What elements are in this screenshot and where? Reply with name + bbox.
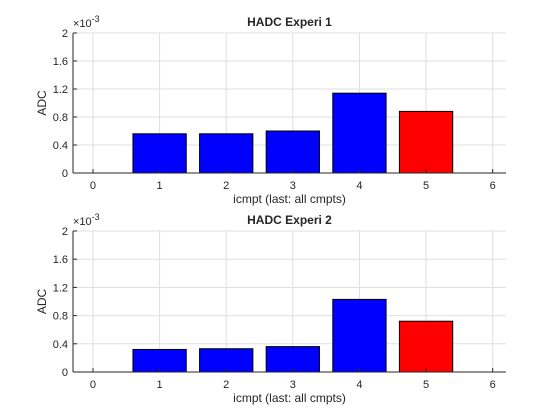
y-exponent-label: ×10-3 bbox=[73, 212, 100, 228]
y-tick-label: 2 bbox=[62, 226, 68, 238]
x-tick-label: 6 bbox=[490, 379, 496, 391]
bar-1 bbox=[132, 133, 187, 174]
bar-3 bbox=[265, 346, 320, 373]
chart-title: HADC Experi 1 bbox=[247, 15, 332, 29]
y-tick-label: 2 bbox=[62, 28, 68, 40]
subplot-1: 0 1 2 3 4 5 6 0 0.4 0.8 1.2 1.6 2 ×10-3 HADC Experi 1 i… bbox=[35, 14, 506, 206]
x-tick-label: 2 bbox=[223, 379, 229, 391]
x-tick-label: 1 bbox=[157, 180, 163, 192]
y-axis-label: ADC bbox=[35, 90, 49, 116]
x-tick-label: 6 bbox=[490, 180, 496, 192]
bar-3 bbox=[265, 130, 320, 174]
bar-2 bbox=[199, 133, 254, 174]
x-tick-label: 2 bbox=[223, 180, 229, 192]
y-tick-label: 0.8 bbox=[53, 112, 68, 124]
x-tick-label: 4 bbox=[356, 180, 362, 192]
x-tick-label: 5 bbox=[423, 180, 429, 192]
x-axis-label: icmpt (last: all cmpts) bbox=[233, 391, 346, 405]
y-tick-label: 0.8 bbox=[53, 311, 68, 323]
bar-5 bbox=[398, 110, 454, 174]
x-tick-label: 0 bbox=[90, 180, 96, 192]
y-tick-label: 0 bbox=[62, 367, 68, 379]
y-tick-label: 0.4 bbox=[53, 140, 68, 152]
subplot-2: 0 1 2 3 4 5 6 0 0.4 0.8 1.2 1.6 2 ×10-3 HADC Experi 2 i… bbox=[35, 212, 506, 405]
x-tick-label: 4 bbox=[356, 379, 362, 391]
x-tick-label: 1 bbox=[157, 379, 163, 391]
bar-4 bbox=[332, 92, 387, 174]
y-tick-label: 1.6 bbox=[53, 56, 68, 68]
bar-5 bbox=[398, 320, 454, 373]
y-tick-label: 0.4 bbox=[53, 339, 68, 351]
x-tick-label: 3 bbox=[290, 379, 296, 391]
y-exponent-label: ×10-3 bbox=[73, 14, 100, 30]
chart-title: HADC Experi 2 bbox=[247, 213, 332, 227]
bar-4 bbox=[332, 298, 387, 373]
y-tick-label: 1.2 bbox=[53, 282, 68, 294]
y-tick-label: 0 bbox=[62, 168, 68, 180]
y-tick-label: 1.6 bbox=[53, 254, 68, 266]
x-axis-label: icmpt (last: all cmpts) bbox=[233, 192, 346, 206]
x-tick-label: 5 bbox=[423, 379, 429, 391]
y-axis-label: ADC bbox=[35, 289, 49, 315]
x-tick-label: 0 bbox=[90, 379, 96, 391]
x-tick-label: 3 bbox=[290, 180, 296, 192]
y-tick-label: 1.2 bbox=[53, 84, 68, 96]
